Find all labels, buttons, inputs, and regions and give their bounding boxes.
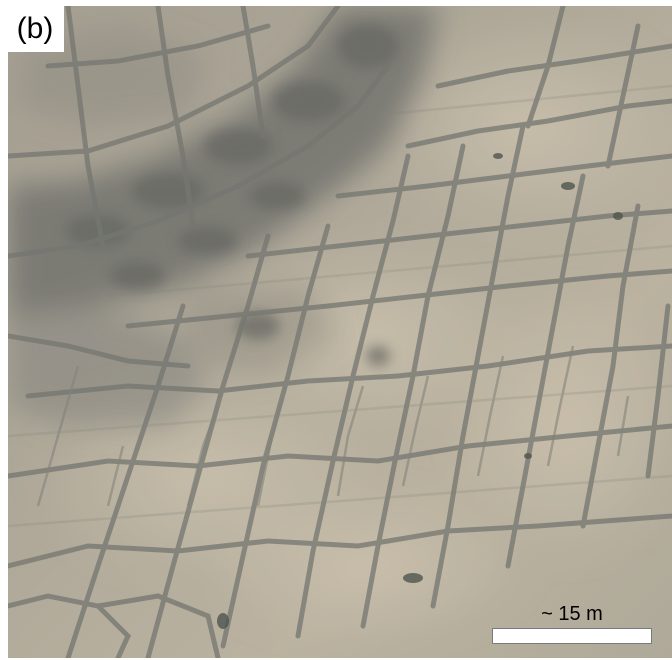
scale-bar-group: ~ 15 m [492,600,652,646]
polygon-troughs [8,6,672,658]
vegetation-specks [217,153,623,629]
wet-pools [66,24,398,366]
scale-bar [492,628,652,644]
secondary-cracks [8,84,672,528]
panel-label: (b) [6,6,64,52]
haze-overlay [8,6,672,658]
terrain-rendering [8,6,672,658]
scale-bar-label: ~ 15 m [541,603,603,625]
aerial-terrain-photo [8,6,672,658]
